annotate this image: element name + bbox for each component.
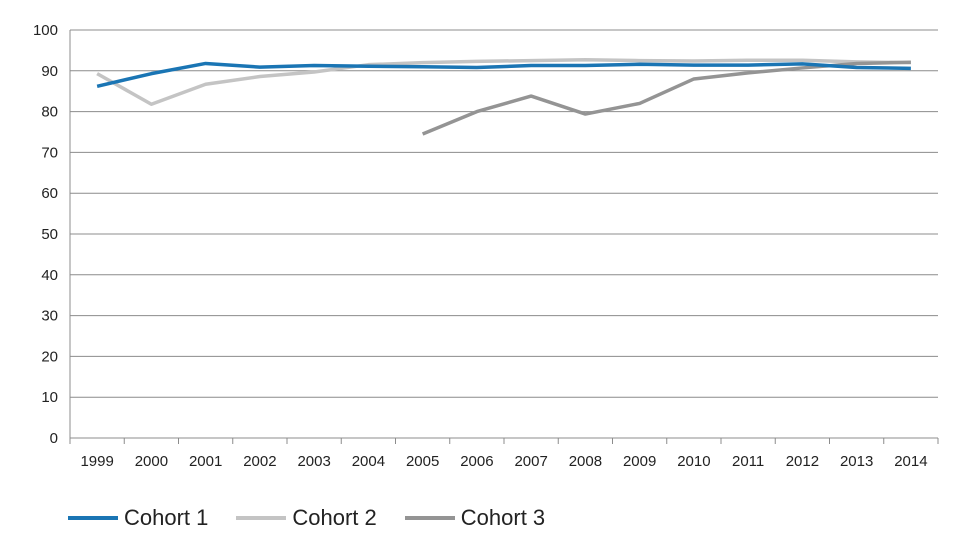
legend: Cohort 1 Cohort 2 Cohort 3 <box>68 505 545 531</box>
x-tick-label: 2009 <box>623 453 656 470</box>
x-tick-label: 2001 <box>189 453 222 470</box>
y-tick-label: 30 <box>41 308 58 325</box>
grid-lines <box>70 29 938 398</box>
legend-item-cohort-1: Cohort 1 <box>68 505 208 531</box>
series-line-cohort-2 <box>96 58 911 107</box>
x-tick-label: 2012 <box>786 453 819 470</box>
y-tick-label: 90 <box>41 63 58 80</box>
legend-swatch-cohort-1 <box>68 516 118 520</box>
legend-label-cohort-3: Cohort 3 <box>460 505 546 530</box>
x-tick-label: 1999 <box>80 453 113 470</box>
y-tick-label: 10 <box>41 389 58 406</box>
y-tick-label: 70 <box>41 144 58 161</box>
y-tick-label: 20 <box>41 348 58 365</box>
y-tick-label: 60 <box>41 185 58 202</box>
x-tick-label: 2004 <box>352 453 385 470</box>
legend-swatch-cohort-3 <box>404 516 455 520</box>
x-tick-label: 2006 <box>460 453 493 470</box>
y-tick-labels: 0 10 20 30 40 50 60 70 80 90 100 <box>33 22 58 447</box>
x-tick-label: 2013 <box>840 453 873 470</box>
x-tick-label: 2002 <box>243 453 276 470</box>
x-tick-label: 2010 <box>677 453 710 470</box>
legend-item-cohort-3: Cohort 3 <box>404 505 546 531</box>
x-tick-label: 2014 <box>894 453 927 470</box>
axes <box>69 30 939 444</box>
y-tick-label: 80 <box>41 104 58 121</box>
y-tick-label: 50 <box>41 226 58 243</box>
y-tick-label: 100 <box>33 22 58 39</box>
x-tick-label: 2011 <box>732 453 764 470</box>
legend-swatch-cohort-2 <box>236 516 287 520</box>
x-tick-label: 2005 <box>406 453 439 470</box>
x-tick-labels: 1999 2000 2001 2002 2003 2004 2005 2006 2007 2008… <box>80 453 927 470</box>
x-tick-label: 2007 <box>514 453 547 470</box>
legend-item-cohort-2: Cohort 2 <box>236 505 377 531</box>
x-tick-label: 2003 <box>297 453 330 470</box>
series-lines <box>96 58 911 136</box>
legend-label-cohort-1: Cohort 1 <box>124 505 209 530</box>
series-line-cohort-3 <box>421 60 911 136</box>
y-tick-label: 0 <box>50 430 58 447</box>
x-tick-label: 2008 <box>569 453 602 470</box>
legend-label-cohort-2: Cohort 2 <box>292 505 377 530</box>
x-tick-label: 2000 <box>135 453 168 470</box>
series-line-cohort-1 <box>96 61 911 89</box>
y-tick-label: 40 <box>41 267 58 284</box>
